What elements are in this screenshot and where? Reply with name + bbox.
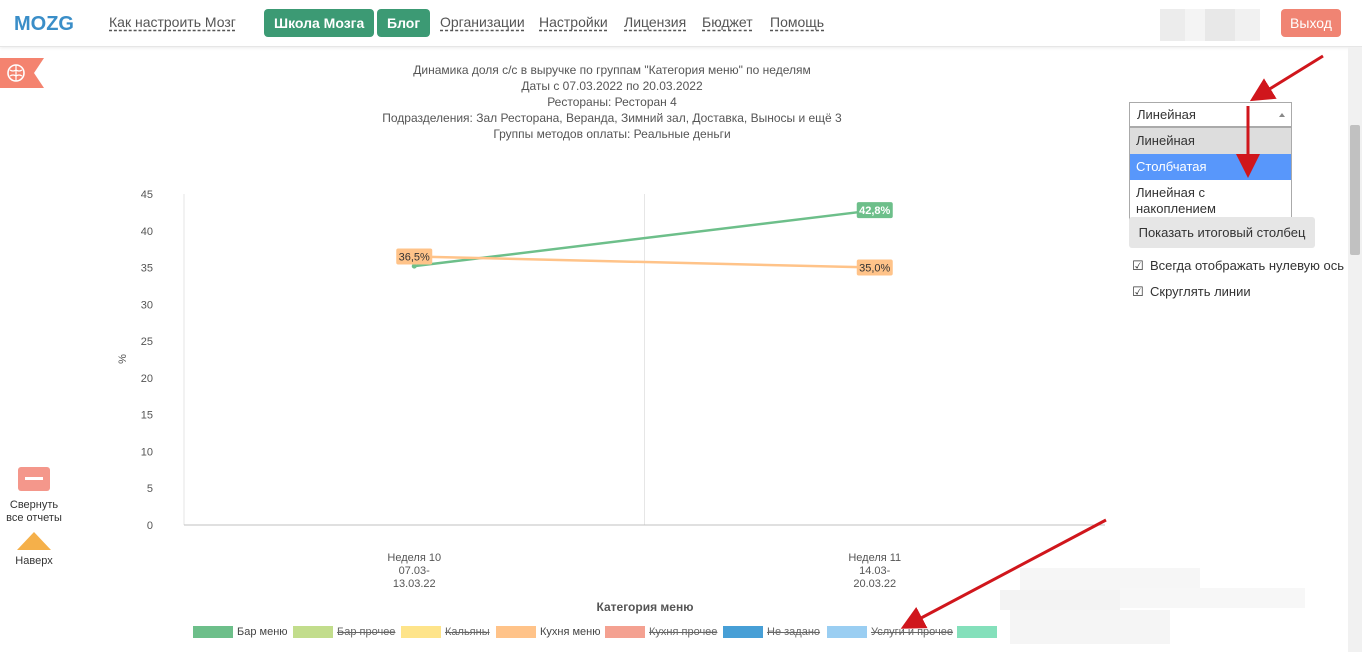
data-point	[411, 263, 417, 269]
legend-label: Бар меню	[237, 626, 288, 639]
option-linear-stacked[interactable]: Линейная с накоплением	[1136, 185, 1216, 216]
chart-type-select[interactable]: Линейная	[1129, 102, 1292, 127]
nav-settings[interactable]: Настройки	[539, 14, 608, 30]
legend-item[interactable]: Бар прочее	[293, 626, 395, 640]
legend-label: Кальяны	[445, 626, 490, 639]
user-info-blurred	[1160, 9, 1260, 41]
y-tick-label: 20	[141, 373, 153, 385]
blog-button[interactable]: Блог	[377, 9, 431, 37]
y-tick-label: 15	[141, 410, 153, 422]
y-axis-label: %	[116, 354, 129, 364]
up-arrow-icon[interactable]	[17, 532, 51, 550]
y-tick-label: 5	[147, 483, 153, 495]
series-line	[414, 208, 875, 268]
data-label-bg	[396, 248, 433, 265]
legend-swatch	[401, 626, 441, 639]
collapse-label-line-1: Свернуть	[9, 499, 59, 511]
collapse-label: Свернуть все отчеты	[4, 499, 64, 525]
nav-help[interactable]: Помощь	[770, 14, 825, 30]
legend-swatch	[293, 626, 333, 639]
chart-header: Динамика доля с/с в выручке по группам "…	[300, 62, 924, 142]
legend-swatch	[957, 626, 997, 639]
series-line	[414, 255, 875, 269]
blurred-area	[1000, 568, 1305, 644]
legend-label: Кухня меню	[540, 626, 601, 639]
zero-axis-label: Всегда отображать нулевую ось	[1150, 258, 1345, 273]
legend-item[interactable]: Бар меню	[193, 626, 288, 640]
chart-header-line-2: Даты с 07.03.2022 по 20.03.2022	[521, 79, 703, 93]
option-linear[interactable]: Линейная	[1130, 128, 1291, 154]
chart-header-line-3: Рестораны: Ресторан 4	[547, 95, 677, 109]
data-label-bg	[856, 259, 893, 276]
data-label: 42,8%	[859, 205, 890, 217]
nav-how-to-setup[interactable]: Как настроить Мозг	[109, 14, 236, 30]
legend-item[interactable]: Услуги и прочее	[827, 626, 953, 640]
legend-label: Не задано	[767, 626, 821, 639]
top-header: MOZG Как настроить Мозг Школа Мозга Блог…	[0, 0, 1362, 47]
up-label: Наверх	[15, 555, 53, 567]
nav-organizations[interactable]: Организации	[440, 14, 525, 30]
nav-budget[interactable]: Бюджет	[702, 14, 753, 30]
y-tick-label: 25	[141, 336, 153, 348]
select-arrow-icon	[1279, 113, 1285, 117]
legend-item[interactable]: Кухня прочее	[605, 626, 717, 640]
school-button[interactable]: Школа Мозга	[264, 9, 375, 37]
x-axis-title: Категория меню	[596, 600, 694, 614]
zero-axis-checkbox[interactable]: ☑ Всегда отображать нулевую ось	[1132, 258, 1344, 274]
x-tick-label: Неделя 11	[848, 552, 901, 564]
chart-type-dropdown: Линейная Столбчатая Линейная с накоплени…	[1129, 127, 1292, 223]
checkbox-checked-icon: ☑	[1132, 284, 1144, 299]
x-tick-label: 20.03.22	[853, 578, 896, 590]
data-label: 35,0%	[859, 263, 890, 275]
x-tick-label: 14.03-	[859, 565, 891, 577]
legend-label: Бар прочее	[337, 626, 396, 639]
chart-header-line-4: Подразделения: Зал Ресторана, Веранда, З…	[382, 111, 842, 125]
data-label-bg	[856, 202, 893, 219]
y-tick-label: 40	[141, 226, 153, 238]
x-tick-label: Неделя 10	[387, 552, 441, 564]
chart-header-line-5: Группы методов оплаты: Реальные деньги	[493, 127, 731, 141]
y-tick-label: 35	[141, 263, 153, 275]
checkbox-checked-icon: ☑	[1132, 258, 1144, 273]
legend-swatch	[193, 626, 233, 639]
logout-button[interactable]: Выход	[1281, 9, 1341, 37]
x-tick-label: 07.03-	[399, 565, 431, 577]
y-tick-label: 0	[147, 520, 153, 532]
legend-label: Кухня прочее	[649, 626, 718, 639]
logo-text: MOZG	[14, 13, 74, 35]
y-tick-label: 10	[141, 446, 153, 458]
legend-item[interactable]	[957, 626, 1001, 640]
show-total-column-button[interactable]: Показать итоговый столбец	[1129, 217, 1315, 248]
nav-license[interactable]: Лицензия	[624, 14, 687, 30]
collapse-all-button[interactable]	[18, 467, 50, 491]
option-bar[interactable]: Столбчатая	[1130, 154, 1291, 180]
legend-swatch	[496, 626, 536, 639]
legend-item[interactable]: Не задано	[723, 626, 820, 640]
legend-item[interactable]: Кальяны	[401, 626, 490, 640]
legend-label: Услуги и прочее	[871, 626, 954, 639]
chart-header-line-1: Динамика доля с/с в выручке по группам "…	[413, 63, 811, 77]
legend-item[interactable]: Кухня меню	[496, 626, 601, 640]
data-label: 36,5%	[399, 252, 430, 264]
round-lines-checkbox[interactable]: ☑ Скруглять линии	[1132, 284, 1251, 300]
y-tick-label: 30	[141, 299, 153, 311]
chart-type-select-value: Линейная	[1137, 107, 1196, 122]
round-lines-label: Скруглять линии	[1150, 284, 1251, 299]
scrollbar-thumb[interactable]	[1350, 125, 1360, 255]
legend-swatch	[605, 626, 645, 639]
collapse-label-line-2: все отчеты	[6, 512, 62, 524]
y-tick-label: 45	[141, 189, 153, 201]
legend-swatch	[723, 626, 763, 639]
legend-swatch	[827, 626, 867, 639]
brain-tab-icon[interactable]	[0, 58, 44, 88]
x-tick-label: 13.03.22	[393, 578, 436, 590]
mozg-logo[interactable]: MOZG	[14, 9, 76, 39]
